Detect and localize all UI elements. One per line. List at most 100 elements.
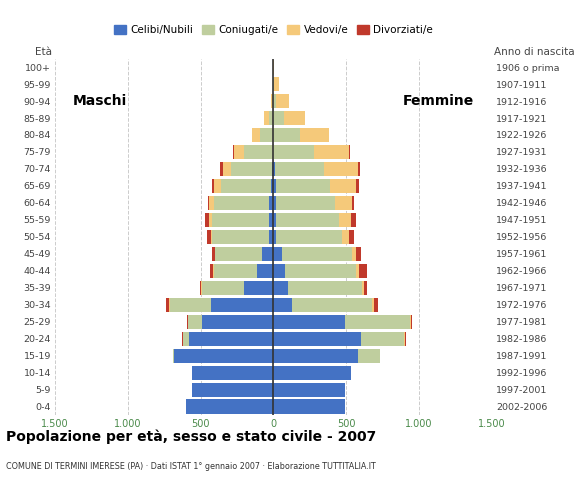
Bar bbox=[339, 213, 351, 227]
Bar bbox=[284, 111, 304, 125]
Bar bbox=[269, 213, 273, 227]
Bar bbox=[273, 111, 284, 125]
Bar bbox=[269, 196, 273, 210]
Bar bbox=[324, 162, 358, 176]
Bar bbox=[273, 213, 277, 227]
Bar bbox=[200, 281, 201, 295]
Bar bbox=[345, 314, 410, 329]
Bar bbox=[273, 366, 351, 380]
Bar bbox=[269, 229, 273, 244]
Bar bbox=[210, 264, 213, 278]
Bar bbox=[372, 298, 374, 312]
Bar bbox=[330, 179, 357, 193]
Bar bbox=[358, 162, 360, 176]
Bar bbox=[214, 196, 269, 210]
Bar bbox=[273, 94, 277, 108]
Bar bbox=[342, 229, 349, 244]
Bar bbox=[202, 314, 273, 329]
Bar bbox=[277, 229, 342, 244]
Bar bbox=[273, 348, 358, 363]
Bar bbox=[271, 94, 273, 108]
Bar bbox=[273, 145, 314, 159]
Bar bbox=[277, 196, 335, 210]
Bar bbox=[349, 229, 354, 244]
Bar bbox=[262, 247, 273, 261]
Bar bbox=[221, 179, 270, 193]
Bar bbox=[212, 179, 214, 193]
Bar bbox=[352, 247, 357, 261]
Bar bbox=[374, 298, 378, 312]
Bar bbox=[277, 213, 339, 227]
Bar bbox=[273, 247, 282, 261]
Bar bbox=[214, 264, 258, 278]
Bar bbox=[270, 179, 273, 193]
Bar bbox=[273, 281, 288, 295]
Bar bbox=[277, 179, 330, 193]
Bar bbox=[206, 229, 211, 244]
Bar bbox=[273, 60, 274, 74]
Bar bbox=[212, 229, 269, 244]
Bar bbox=[173, 348, 175, 363]
Bar bbox=[205, 213, 209, 227]
Bar bbox=[273, 196, 277, 210]
Text: Femmine: Femmine bbox=[403, 94, 474, 108]
Bar bbox=[357, 247, 361, 261]
Bar bbox=[351, 213, 356, 227]
Bar bbox=[233, 145, 234, 159]
Bar bbox=[273, 383, 345, 397]
Bar bbox=[208, 196, 209, 210]
Bar bbox=[358, 348, 380, 363]
Bar bbox=[244, 145, 273, 159]
Text: Anno di nascita: Anno di nascita bbox=[494, 47, 575, 57]
Bar bbox=[258, 264, 273, 278]
Bar bbox=[404, 332, 405, 346]
Bar bbox=[285, 264, 357, 278]
Bar bbox=[288, 281, 362, 295]
Bar bbox=[212, 247, 215, 261]
Bar bbox=[220, 162, 223, 176]
Bar bbox=[292, 298, 372, 312]
Bar bbox=[411, 314, 412, 329]
Bar bbox=[209, 213, 212, 227]
Bar bbox=[187, 314, 202, 329]
Bar bbox=[269, 111, 273, 125]
Bar bbox=[214, 179, 221, 193]
Text: Età: Età bbox=[35, 47, 52, 57]
Bar bbox=[360, 264, 367, 278]
Bar bbox=[357, 179, 360, 193]
Bar bbox=[213, 264, 214, 278]
Bar bbox=[212, 213, 269, 227]
Bar bbox=[264, 111, 269, 125]
Bar bbox=[234, 145, 244, 159]
Bar bbox=[273, 162, 275, 176]
Bar bbox=[211, 229, 212, 244]
Bar bbox=[405, 332, 406, 346]
Bar bbox=[192, 366, 273, 380]
Bar bbox=[357, 264, 360, 278]
Bar bbox=[223, 162, 231, 176]
Bar bbox=[273, 314, 345, 329]
Bar bbox=[192, 383, 273, 397]
Bar bbox=[410, 314, 411, 329]
Bar bbox=[215, 247, 262, 261]
Bar bbox=[273, 264, 285, 278]
Bar bbox=[361, 332, 404, 346]
Bar bbox=[273, 298, 292, 312]
Bar bbox=[169, 298, 170, 312]
Legend: Celibi/Nubili, Coniugati/e, Vedovi/e, Divorziati/e: Celibi/Nubili, Coniugati/e, Vedovi/e, Di… bbox=[110, 21, 437, 39]
Text: Maschi: Maschi bbox=[72, 94, 127, 108]
Bar bbox=[189, 332, 273, 346]
Bar bbox=[352, 196, 354, 210]
Bar bbox=[260, 128, 273, 142]
Bar bbox=[201, 281, 202, 295]
Bar bbox=[362, 281, 364, 295]
Bar bbox=[282, 247, 352, 261]
Bar bbox=[277, 94, 289, 108]
Bar bbox=[300, 128, 329, 142]
Bar bbox=[364, 281, 367, 295]
Bar bbox=[211, 298, 273, 312]
Bar bbox=[252, 128, 260, 142]
Bar bbox=[273, 399, 345, 414]
Bar bbox=[166, 298, 169, 312]
Bar bbox=[273, 229, 277, 244]
